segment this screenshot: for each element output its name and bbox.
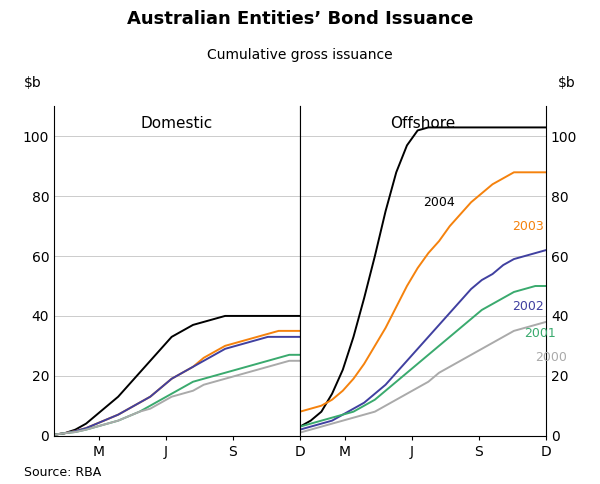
Text: Cumulative gross issuance: Cumulative gross issuance [207, 48, 393, 62]
Text: $b: $b [558, 76, 576, 90]
Text: $b: $b [24, 76, 42, 90]
Text: Source: RBA: Source: RBA [24, 466, 101, 479]
Text: 2003: 2003 [512, 220, 544, 233]
Text: 2002: 2002 [512, 301, 544, 314]
Text: Domestic: Domestic [141, 116, 213, 131]
Text: 2001: 2001 [524, 327, 556, 340]
Text: Australian Entities’ Bond Issuance: Australian Entities’ Bond Issuance [127, 10, 473, 28]
Text: 2000: 2000 [535, 351, 566, 364]
Text: 2004: 2004 [423, 196, 455, 209]
Text: Offshore: Offshore [391, 116, 455, 131]
